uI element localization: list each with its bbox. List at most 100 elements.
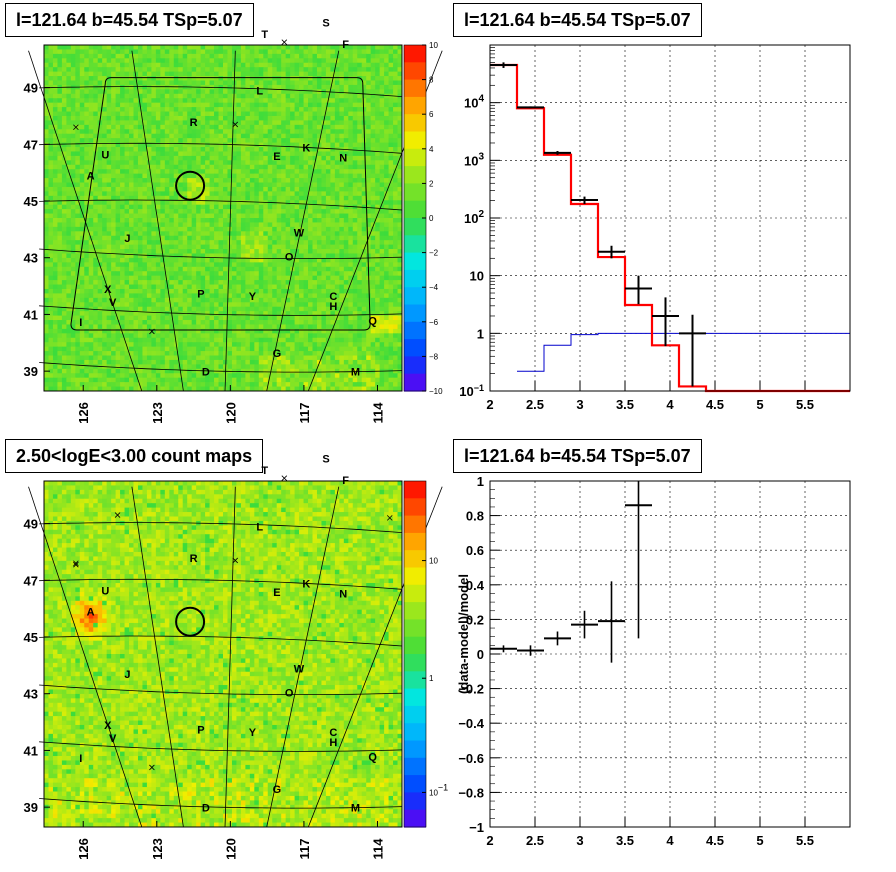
source-label: R: [190, 117, 198, 129]
colorbar-cell: [404, 532, 426, 551]
colorbar-tick-label: 10−1: [429, 782, 448, 797]
y-tick-label: 0.8: [466, 509, 484, 524]
x-tick-label: 123: [150, 402, 165, 424]
x-tick-label: 5: [756, 833, 763, 848]
roi-circle: [175, 606, 206, 637]
x-tick-label: 120: [223, 838, 238, 860]
residual-frame: [489, 480, 851, 828]
map2-title: 2.50<logE<3.00 count maps: [5, 439, 264, 473]
map-frame: [43, 480, 403, 828]
source-label: J: [124, 669, 130, 681]
colorbar-cell: [404, 515, 426, 534]
roi-circle: [175, 170, 206, 201]
residual-title: l=121.64 b=45.54 TSp=5.07: [453, 439, 702, 473]
colorbar-cell: [404, 356, 426, 375]
cross-marker: [114, 512, 121, 518]
source-label: S: [322, 454, 329, 466]
source-label: E: [273, 151, 280, 163]
meridian-line: [266, 486, 340, 828]
source-label: M: [351, 366, 360, 378]
meridian-line: [131, 486, 184, 828]
x-tick-label: 2.5: [526, 833, 544, 848]
y-tick-label: 39: [24, 800, 38, 815]
colorbar-cell: [404, 373, 426, 392]
source-label: Y: [249, 291, 257, 303]
meridian-line: [224, 486, 236, 828]
y-tick-label: 0.6: [466, 543, 484, 558]
colorbar-tick-label: 2: [429, 179, 434, 188]
colorbar-cell: [404, 723, 426, 742]
source-label: W: [294, 663, 305, 675]
cross-marker: [232, 121, 239, 128]
colorbar-cell: [404, 688, 426, 707]
cross-marker: [73, 560, 79, 567]
total-model-histogram: [490, 63, 850, 393]
colorbar-tick-label: 1: [429, 674, 434, 683]
x-tick-label: 114: [370, 838, 385, 860]
parallel-line: [39, 684, 403, 695]
source-label: W: [294, 227, 305, 239]
source-label: Y: [249, 727, 257, 739]
parallel-line: [39, 578, 403, 590]
y-tick-label: 1: [477, 474, 484, 489]
colorbar-cell: [404, 131, 426, 150]
cross-marker: [149, 764, 155, 771]
x-tick-label: 3.5: [616, 397, 634, 412]
y-tick-label: 103: [464, 151, 484, 168]
y-tick-label: 0: [477, 647, 484, 662]
colorbar-frame: [403, 480, 427, 828]
x-tick-label: 4.5: [706, 833, 724, 848]
y-tick-label: 104: [464, 94, 484, 111]
spectrum-frame: [489, 44, 851, 392]
x-tick-label: 4.5: [706, 397, 724, 412]
source-label: N: [339, 152, 347, 164]
source-label: Q: [368, 751, 377, 763]
meridian-line: [28, 486, 143, 828]
colorbar-cell: [404, 304, 426, 323]
source-label: H: [329, 737, 337, 749]
colorbar-tick-label: 10: [429, 557, 438, 566]
y-tick-label: 0.4: [466, 578, 485, 593]
colorbar-cell: [404, 62, 426, 81]
y-tick-label: 49: [24, 517, 38, 532]
source-label: A: [87, 171, 95, 183]
source-label: I: [79, 753, 82, 765]
x-tick-label: 123: [150, 838, 165, 860]
meridian-line: [266, 50, 340, 392]
cross-marker: [149, 328, 155, 335]
source-label: N: [339, 588, 347, 600]
colorbar-cell: [404, 148, 426, 167]
map2-colorbar: 10 1 10−1: [403, 480, 448, 828]
parallel-line: [39, 248, 403, 260]
map1-title: l=121.64 b=45.54 TSp=5.07: [5, 3, 254, 37]
y-tick-label: 39: [24, 364, 38, 379]
colorbar-cell: [404, 218, 426, 236]
y-tick-label: 49: [24, 81, 38, 96]
source-label: S: [322, 18, 329, 30]
colorbar-tick-label: 10: [429, 41, 438, 50]
parallel-line: [39, 86, 403, 97]
source-label: G: [273, 348, 282, 360]
colorbar-cell: [404, 269, 426, 288]
parallel-line: [39, 305, 403, 316]
colorbar-cell: [404, 481, 426, 499]
source-label: R: [190, 553, 198, 565]
cross-marker: [281, 39, 288, 45]
source-label: X: [104, 720, 112, 732]
source-label: K: [302, 142, 310, 154]
y-tick-label: −0.4: [458, 716, 484, 731]
cross-marker: [281, 475, 288, 481]
colorbar-tick-label: −4: [429, 283, 439, 292]
y-tick-label: 102: [464, 209, 484, 226]
parallel-line: [39, 741, 403, 752]
source-label: Q: [368, 315, 377, 327]
y-tick-label: 47: [24, 137, 38, 152]
x-tick-label: 3.5: [616, 833, 634, 848]
roi-boundary: [70, 77, 371, 331]
y-tick-label: 43: [24, 251, 38, 266]
colorbar-cell: [404, 183, 426, 202]
source-label: I: [79, 317, 82, 329]
x-tick-label: 3: [576, 833, 583, 848]
colorbar-cell: [404, 287, 426, 306]
